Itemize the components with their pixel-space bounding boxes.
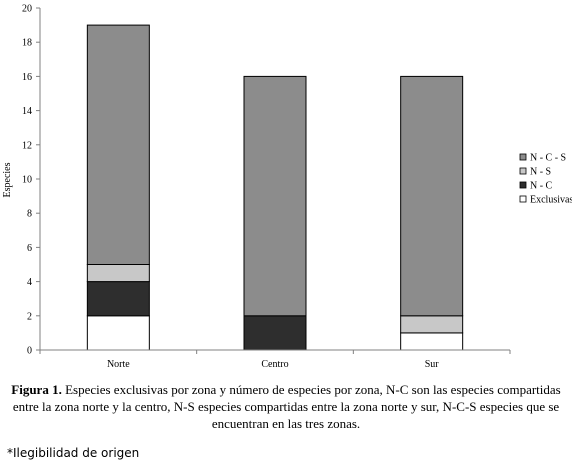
illegibility-note: *Ilegibilidad de origen [7, 446, 140, 460]
y-axis-ticks: 0 2 4 6 8 10 12 14 16 18 20 [22, 4, 40, 357]
x-tick-label: Sur [425, 359, 440, 370]
legend: N - C - S N - S N - C Exclusivas [519, 153, 572, 206]
y-tick-label: 4 [27, 277, 32, 288]
legend-label: N - C - S [530, 153, 566, 164]
y-tick-label: 20 [22, 4, 32, 15]
bar-segment [400, 315, 464, 334]
bar-segment [243, 315, 307, 351]
bars [86, 24, 464, 351]
x-axis-ticks: Norte Centro Sur [39, 350, 511, 370]
y-tick-label: 18 [22, 38, 32, 49]
y-tick-label: 10 [22, 175, 32, 186]
figure-caption: Figura 1. Especies exclusivas por zona y… [6, 381, 566, 432]
caption-text: Especies exclusivas por zona y número de… [12, 382, 561, 431]
legend-label: N - C [530, 181, 553, 192]
legend-swatch [519, 181, 527, 189]
stacked-bar-chart: 0 2 4 6 8 10 12 14 16 18 20 Especies Norte Centro Su… [2, 4, 572, 371]
legend-swatch [519, 167, 527, 175]
y-tick-label: 8 [27, 209, 32, 220]
bar-segment [86, 24, 150, 265]
bar-segment [400, 332, 464, 351]
y-tick-label: 16 [22, 72, 32, 83]
y-tick-label: 12 [22, 140, 32, 151]
x-tick-label: Centro [261, 359, 288, 370]
legend-swatch [519, 153, 527, 161]
y-tick-label: 2 [27, 311, 32, 322]
bar-segment [86, 264, 150, 283]
x-tick-label: Norte [107, 359, 130, 370]
y-axis-label: Especies [2, 162, 13, 197]
y-tick-label: 0 [27, 346, 32, 357]
bar-segment [86, 281, 150, 317]
legend-swatch [519, 195, 527, 203]
legend-label: N - S [530, 167, 551, 178]
legend-label: Exclusivas [530, 195, 572, 206]
bar-segment [243, 75, 307, 317]
y-tick-label: 14 [22, 106, 32, 117]
bar-segment [86, 315, 150, 351]
y-tick-label: 6 [27, 243, 32, 254]
bar-segment [400, 75, 464, 317]
caption-label: Figura 1. [11, 382, 62, 397]
